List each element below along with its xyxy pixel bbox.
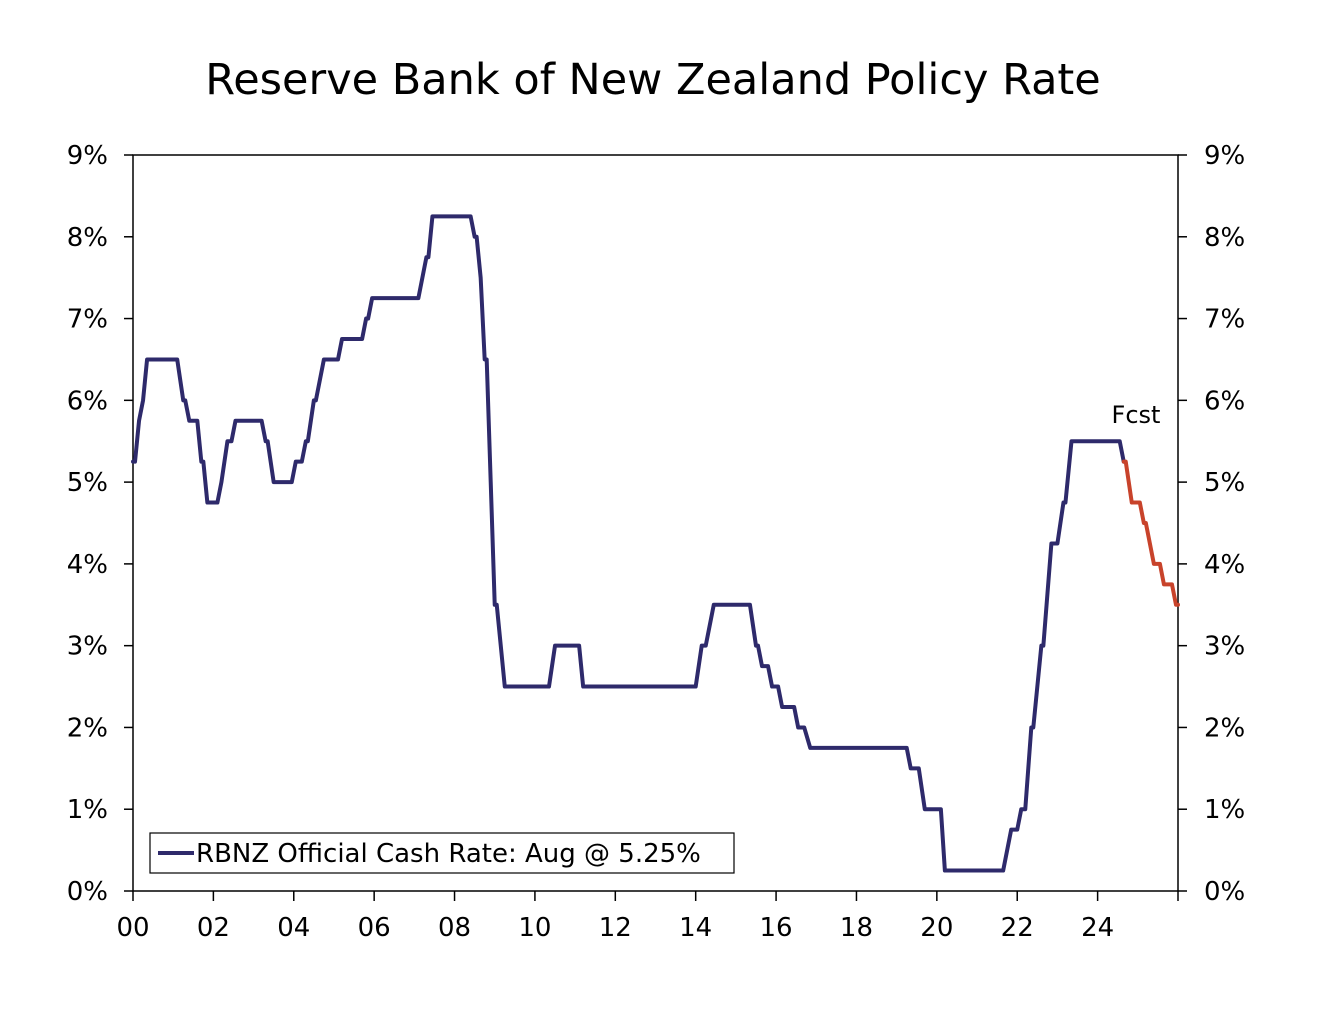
- y-axis-right: 0% 1% 2% 3% 4% 5% 6% 7% 8% 9%: [1178, 141, 1245, 907]
- x-tick-label: 10: [518, 913, 551, 943]
- y-axis-left: 0% 1% 2% 3% 4% 5% 6% 7% 8% 9%: [67, 141, 133, 907]
- x-tick-label: 14: [679, 913, 712, 943]
- plot-area-frame: [132, 154, 1179, 892]
- x-tick-label: 20: [920, 913, 953, 943]
- x-tick-label: 04: [277, 913, 310, 943]
- y-tick-label-left: 7%: [67, 305, 108, 335]
- x-tick-label: 22: [1001, 913, 1034, 943]
- x-tick-label: 06: [358, 913, 391, 943]
- x-tick-label: 16: [760, 913, 793, 943]
- forecast-annotation: Fcst: [1112, 401, 1161, 429]
- y-tick-label-left: 6%: [67, 386, 108, 416]
- y-tick-label-right: 8%: [1204, 223, 1245, 253]
- y-tick-label-left: 3%: [67, 632, 108, 662]
- y-tick-label-right: 0%: [1204, 877, 1245, 907]
- y-tick-label-right: 1%: [1204, 795, 1245, 825]
- legend: RBNZ Official Cash Rate: Aug @ 5.25%: [149, 832, 735, 874]
- y-tick-label-right: 5%: [1204, 468, 1245, 498]
- legend-label-actual: RBNZ Official Cash Rate: Aug @ 5.25%: [196, 839, 701, 869]
- x-tick-label: 08: [438, 913, 471, 943]
- series-lines: [131, 214, 1180, 873]
- x-tick-label: 00: [116, 913, 149, 943]
- y-tick-label-left: 8%: [67, 223, 108, 253]
- y-tick-label-left: 5%: [67, 468, 108, 498]
- x-axis: 00 02 04 06 08 10 12 14 16 18 20 22 24: [116, 891, 1179, 943]
- y-tick-label-right: 4%: [1204, 550, 1245, 580]
- x-tick-label: 02: [197, 913, 230, 943]
- forecast-series-line: [1121, 459, 1180, 607]
- x-tick-label: 12: [599, 913, 632, 943]
- y-tick-label-left: 1%: [67, 795, 108, 825]
- legend-box: [149, 832, 735, 874]
- x-tick-label: 18: [840, 913, 873, 943]
- actual-series-line: [131, 214, 1126, 873]
- chart-title: Reserve Bank of New Zealand Policy Rate: [205, 55, 1100, 105]
- y-tick-label-left: 0%: [67, 877, 108, 907]
- y-tick-label-left: 4%: [67, 550, 108, 580]
- x-tick-label: 24: [1081, 913, 1114, 943]
- y-tick-label-right: 9%: [1204, 141, 1245, 171]
- y-tick-label-right: 2%: [1204, 713, 1245, 743]
- y-tick-label-right: 6%: [1204, 386, 1245, 416]
- y-tick-label-left: 2%: [67, 713, 108, 743]
- y-tick-label-right: 3%: [1204, 632, 1245, 662]
- y-tick-label-left: 9%: [67, 141, 108, 171]
- y-tick-label-right: 7%: [1204, 305, 1245, 335]
